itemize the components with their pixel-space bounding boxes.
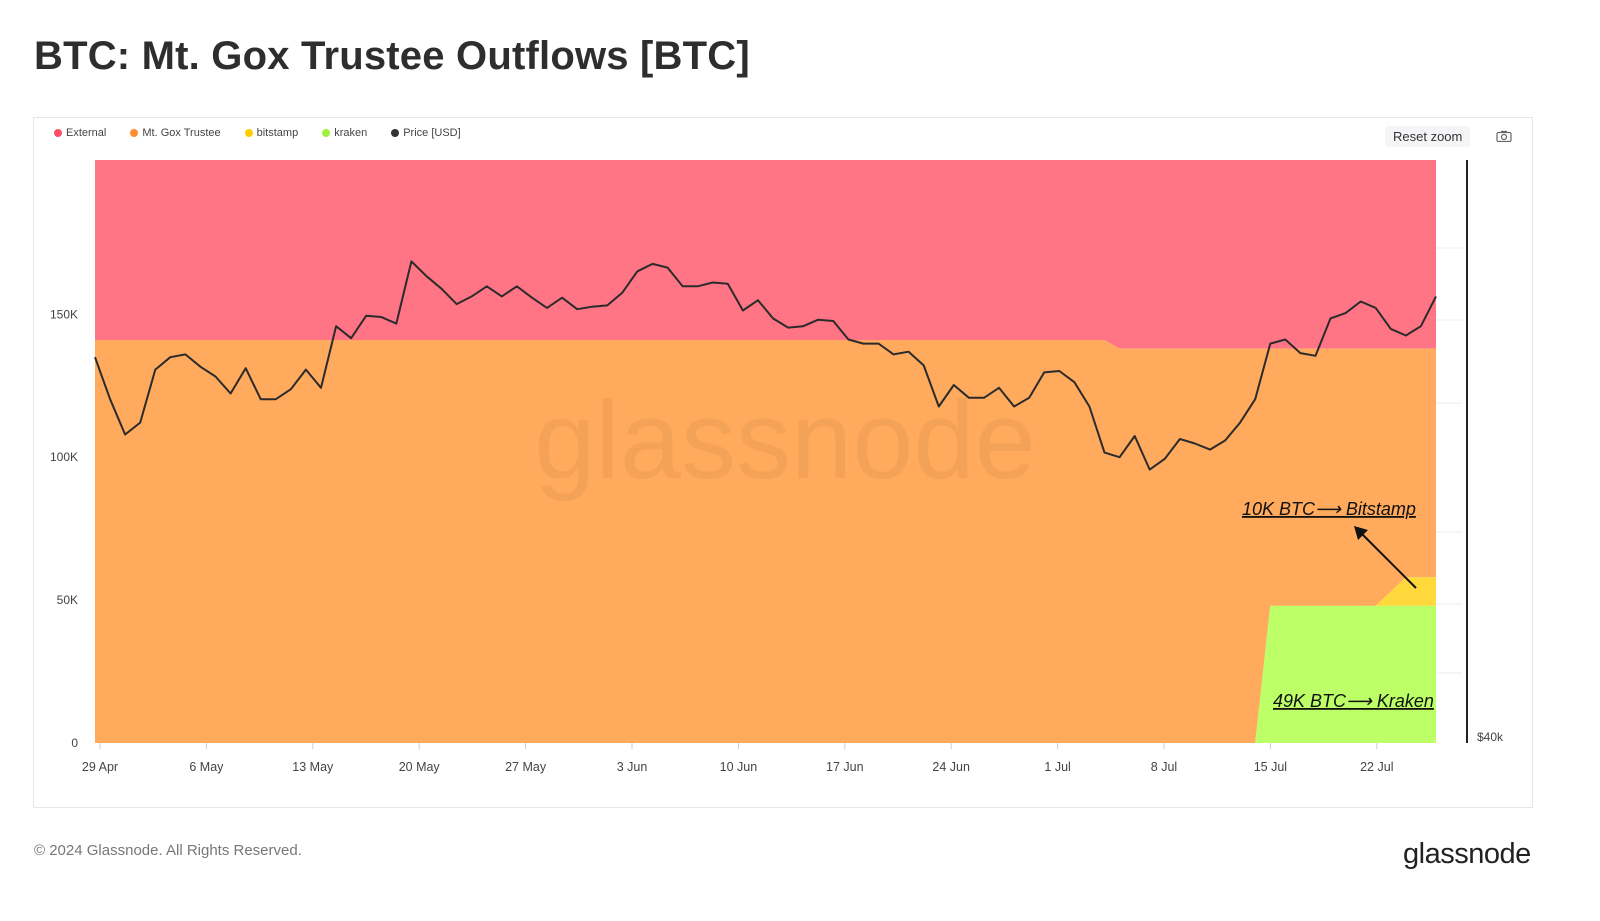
x-tick-label: 17 Jun	[826, 760, 864, 774]
legend-item-price[interactable]: Price [USD]	[391, 127, 461, 139]
copyright-text: © 2024 Glassnode. All Rights Reserved.	[34, 842, 302, 859]
legend-label: kraken	[334, 127, 368, 139]
x-tick-label: 20 May	[399, 760, 441, 774]
glassnode-logo: glassnode	[1403, 838, 1531, 870]
y-tick-label: 100K	[50, 450, 78, 464]
x-tick-label: 29 Apr	[82, 760, 118, 774]
y-tick-label: 50K	[57, 593, 78, 607]
annotation-bitstamp: 10K BTC⟶ Bitstamp	[1242, 499, 1416, 519]
x-tick-label: 8 Jul	[1151, 760, 1177, 774]
x-tick-label: 15 Jul	[1254, 760, 1287, 774]
legend-label: bitstamp	[256, 127, 299, 139]
legend-label: External	[66, 127, 107, 139]
annotation-arrow	[1361, 533, 1417, 589]
legend-item-kraken[interactable]: kraken	[322, 127, 367, 139]
legend: External Mt. Gox Trustee bitstamp kraken…	[54, 127, 461, 139]
legend-item-trustee[interactable]: Mt. Gox Trustee	[130, 127, 221, 139]
legend-item-bitstamp[interactable]: bitstamp	[244, 127, 299, 139]
y-tick-label: 0	[71, 736, 78, 750]
reset-zoom-button[interactable]: Reset zoom	[1385, 126, 1471, 147]
x-tick-label: 1 Jul	[1044, 760, 1070, 774]
price-tick-label: $40k	[1477, 730, 1504, 744]
legend-dot	[130, 129, 139, 137]
watermark: glassnode	[534, 379, 1036, 502]
chart-container	[33, 117, 1533, 808]
x-tick-label: 10 Jun	[720, 760, 758, 774]
arrowhead-icon	[1354, 526, 1368, 540]
x-tick-label: 3 Jun	[617, 760, 648, 774]
legend-item-external[interactable]: External	[54, 127, 106, 139]
legend-dot	[322, 129, 331, 137]
x-tick-label: 22 Jul	[1360, 760, 1393, 774]
legend-dot	[54, 129, 62, 137]
x-tick-label: 13 May	[292, 760, 334, 774]
x-tick-label: 6 May	[189, 760, 224, 774]
annotation-kraken: 49K BTC⟶ Kraken	[1273, 691, 1434, 711]
area-kraken	[95, 605, 1436, 743]
area-external	[95, 160, 1436, 349]
legend-dot	[244, 129, 253, 137]
page-title: BTC: Mt. Gox Trustee Outflows [BTC]	[34, 34, 750, 78]
price-line	[94, 260, 1437, 471]
camera-icon[interactable]	[1496, 130, 1512, 142]
legend-label: Mt. Gox Trustee	[142, 127, 221, 139]
x-tick-label: 24 Jun	[932, 760, 970, 774]
legend-dot	[391, 129, 400, 137]
legend-label: Price [USD]	[403, 127, 461, 139]
x-tick-label: 27 May	[505, 760, 547, 774]
y-tick-label: 150K	[50, 307, 78, 321]
